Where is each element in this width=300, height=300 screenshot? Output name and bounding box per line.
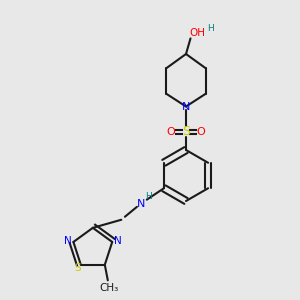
Text: O: O xyxy=(196,127,206,137)
Text: OH: OH xyxy=(189,28,205,38)
Text: N: N xyxy=(136,199,145,209)
Text: N: N xyxy=(64,236,72,246)
Text: N: N xyxy=(114,236,122,246)
Text: H: H xyxy=(208,24,214,33)
Text: S: S xyxy=(74,263,80,273)
Text: CH₃: CH₃ xyxy=(99,284,118,293)
Text: O: O xyxy=(167,127,176,137)
Text: H: H xyxy=(146,192,152,201)
Text: N: N xyxy=(182,101,190,112)
Text: S: S xyxy=(182,125,190,139)
